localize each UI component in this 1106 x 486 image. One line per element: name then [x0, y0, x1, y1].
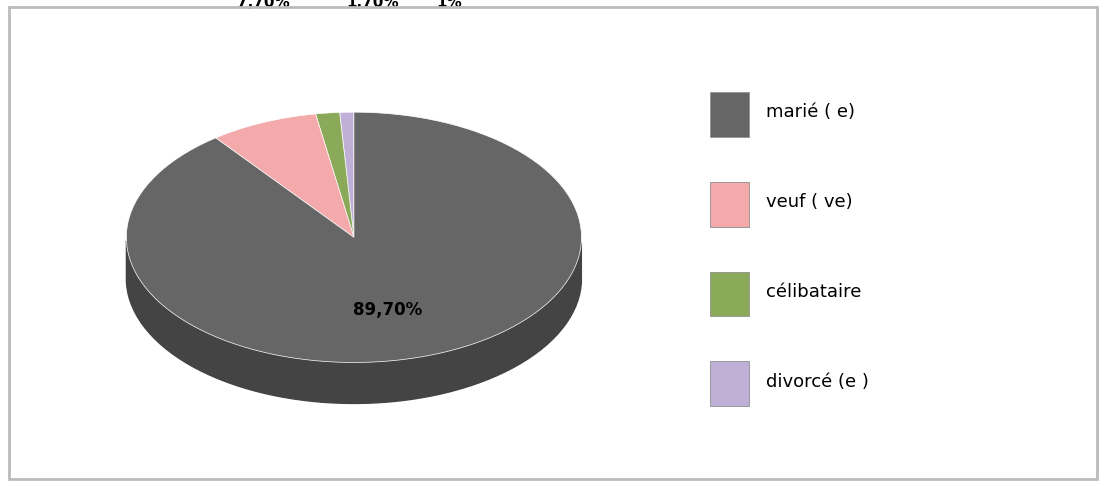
Text: divorcé (e ): divorcé (e ) — [766, 373, 869, 391]
FancyBboxPatch shape — [710, 182, 749, 226]
Polygon shape — [340, 112, 354, 237]
Text: 7,70%: 7,70% — [237, 0, 290, 10]
FancyBboxPatch shape — [710, 362, 749, 406]
Polygon shape — [126, 241, 582, 403]
Polygon shape — [315, 112, 354, 237]
Text: 89,70%: 89,70% — [354, 301, 422, 319]
Text: 1%: 1% — [437, 0, 462, 10]
Ellipse shape — [126, 153, 582, 403]
Text: veuf ( ve): veuf ( ve) — [766, 193, 853, 211]
FancyBboxPatch shape — [710, 272, 749, 316]
Text: marié ( e): marié ( e) — [766, 104, 855, 122]
Text: 1,70%: 1,70% — [346, 0, 398, 10]
Polygon shape — [126, 112, 582, 363]
Polygon shape — [216, 114, 354, 237]
Text: célibataire: célibataire — [766, 283, 862, 301]
FancyBboxPatch shape — [710, 92, 749, 137]
